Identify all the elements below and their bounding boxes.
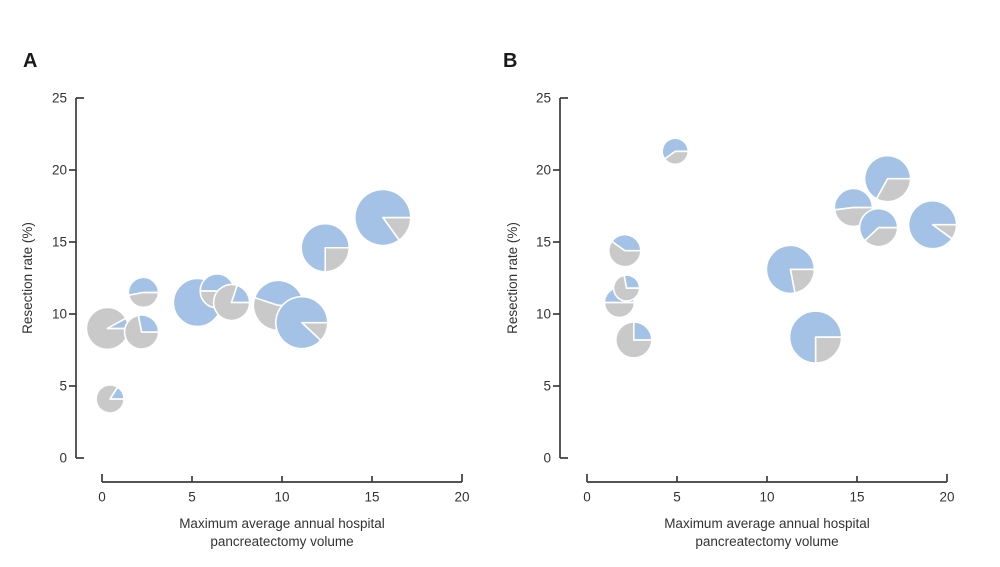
- panel-letter: B: [503, 50, 517, 72]
- y-axis-title: Resection rate (%): [505, 222, 520, 334]
- pie-slice-blue: [863, 154, 912, 200]
- pie-marker: [788, 310, 843, 364]
- y-tick-label: 20: [536, 163, 551, 178]
- x-tick-label: 0: [98, 490, 106, 505]
- x-axis-title-line2: pancreatectomy volume: [695, 534, 838, 549]
- pie-slice-blue: [127, 276, 160, 297]
- x-tick-label: 10: [274, 490, 289, 505]
- y-tick-label: 25: [52, 91, 67, 106]
- y-tick-label: 5: [543, 379, 551, 394]
- x-tick-label: 0: [583, 490, 591, 505]
- x-tick-label: 5: [673, 490, 681, 505]
- y-tick-label: 15: [536, 235, 551, 250]
- x-tick-label: 20: [939, 490, 954, 505]
- pie-slice-blue: [230, 284, 251, 304]
- pie-slice-blue: [354, 188, 412, 247]
- y-tick-label: 20: [52, 163, 67, 178]
- pie-marker: [833, 187, 874, 228]
- pie-slice-blue: [765, 244, 816, 295]
- panel-letter: A: [23, 50, 37, 72]
- panel-a: A 0 5 10 15 20 25 0 5 10 15 20 Maximum average annua…: [20, 50, 470, 549]
- pie-slice-blue: [300, 222, 350, 273]
- y-tick-label: 0: [543, 451, 551, 466]
- x-axis-title-line2: pancreatectomy volume: [210, 534, 353, 549]
- y-tick-label: 10: [536, 307, 551, 322]
- pie-marker: [123, 314, 160, 350]
- pie-marker: [127, 276, 160, 309]
- pie-marker: [354, 188, 412, 247]
- pie-slice-gray: [127, 291, 160, 309]
- pie-slice-gray: [608, 240, 642, 268]
- pie-slice-gray: [603, 301, 636, 319]
- y-tick-label: 5: [59, 379, 67, 394]
- x-tick-label: 15: [849, 490, 864, 505]
- x-axis-title-line1: Maximum average annual hospital: [179, 516, 385, 531]
- pie-slice-blue: [611, 233, 642, 252]
- pie-marker: [863, 154, 912, 203]
- pie-slice-blue: [858, 207, 899, 242]
- pie-marker: [608, 233, 642, 268]
- pie-slice-blue: [788, 310, 843, 364]
- pie-slice-blue: [109, 386, 125, 400]
- pie-slice-blue: [633, 321, 653, 341]
- pie-marker: [300, 222, 350, 273]
- pie-slice-gray: [863, 226, 899, 248]
- pie-marker: [907, 199, 958, 250]
- pie-marker: [275, 295, 329, 350]
- pie-marker: [85, 306, 130, 351]
- pie-marker: [612, 274, 641, 302]
- x-tick-label: 20: [454, 490, 469, 505]
- y-axis-title: Resection rate (%): [20, 222, 35, 334]
- pie-marker: [212, 283, 251, 322]
- pie-slice-gray: [663, 150, 689, 166]
- pie-slice-blue: [137, 314, 160, 333]
- y-tick-label: 0: [59, 451, 67, 466]
- pie-slice-blue: [833, 187, 874, 211]
- pie-marker: [615, 321, 653, 359]
- pie-slice-gray: [85, 306, 130, 351]
- x-axis-title-line1: Maximum average annual hospital: [664, 516, 870, 531]
- x-tick-label: 5: [188, 490, 196, 505]
- x-tick-label: 10: [759, 490, 774, 505]
- y-tick-label: 25: [536, 91, 551, 106]
- pie-slice-blue: [661, 137, 689, 160]
- pie-slice-blue: [623, 274, 641, 289]
- pie-slice-gray: [324, 246, 350, 273]
- pie-marker: [765, 244, 816, 295]
- pie-marker: [661, 137, 689, 166]
- pie-slice-gray: [814, 336, 843, 364]
- y-tick-label: 10: [52, 307, 67, 322]
- x-tick-label: 15: [364, 490, 379, 505]
- panel-b: B 0 5 10 15 20 25 0 5 10 15 20 Maximum average annua…: [503, 50, 958, 549]
- y-tick-label: 15: [52, 235, 67, 250]
- pie-marker: [95, 384, 125, 414]
- pie-slice-blue: [275, 295, 329, 350]
- pie-slice-blue: [907, 199, 958, 250]
- pie-marker: [858, 207, 899, 248]
